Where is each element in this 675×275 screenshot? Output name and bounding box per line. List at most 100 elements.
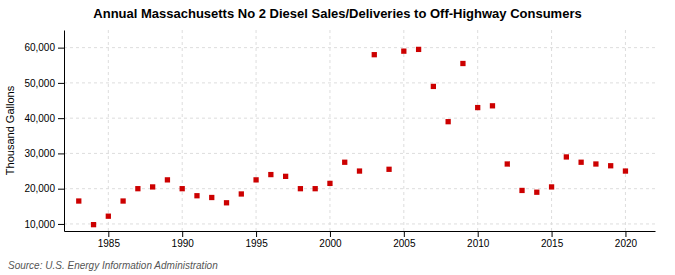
point: [268, 172, 273, 177]
point: [593, 161, 598, 166]
grid-line-x: [477, 30, 478, 231]
grid-line-x: [256, 30, 257, 231]
grid-line-y: [64, 47, 655, 48]
x-tick-label: 2010: [467, 238, 490, 249]
x-tick: 1990: [172, 231, 195, 249]
grid-line-x: [625, 30, 626, 231]
point: [209, 195, 214, 200]
point: [490, 103, 495, 108]
point: [298, 186, 303, 191]
x-tick-label: 1990: [172, 238, 195, 249]
x-tick-mark: [182, 231, 183, 237]
grid-line-x: [108, 30, 109, 231]
grid-line-y: [64, 118, 655, 119]
y-tick-label: 20,000: [24, 183, 55, 194]
x-tick-label: 1995: [245, 238, 268, 249]
point: [239, 191, 244, 196]
y-tick: 20,000: [24, 183, 64, 194]
grid-line-x: [182, 30, 183, 231]
y-tick-label: 50,000: [24, 78, 55, 89]
marks: [76, 47, 628, 228]
point: [534, 190, 539, 195]
x-tick-mark: [552, 231, 553, 237]
x-tick-label: 1985: [98, 238, 121, 249]
y-tick-mark: [58, 48, 64, 49]
x-tick: 2010: [467, 231, 490, 249]
y-tick-label: 40,000: [24, 113, 55, 124]
point: [475, 105, 480, 110]
x-tick: 2000: [319, 231, 342, 249]
y-tick: 50,000: [24, 78, 64, 89]
point: [194, 193, 199, 198]
source: Source: U.S. Energy Information Administ…: [8, 260, 218, 271]
point: [106, 214, 111, 219]
x-tick-mark: [404, 231, 405, 237]
point: [313, 186, 318, 191]
x-tick-label: 2020: [615, 238, 638, 249]
y-tick: 60,000: [24, 42, 64, 53]
point: [357, 168, 362, 173]
point: [135, 186, 140, 191]
x-tick-mark: [478, 231, 479, 237]
point: [386, 167, 391, 172]
y-tick-mark: [58, 189, 64, 190]
x-tick: 1995: [245, 231, 268, 249]
grid: [64, 30, 655, 231]
point: [372, 52, 377, 57]
y-tick-label: 30,000: [24, 148, 55, 159]
point: [431, 84, 436, 89]
point: [150, 184, 155, 189]
point: [165, 177, 170, 182]
x-axis: 1985 1990 1995 2000 2005 2010 2015 2020: [65, 231, 656, 249]
x-tick-mark: [108, 231, 109, 237]
y-tick: 30,000: [24, 148, 64, 159]
point: [623, 168, 628, 173]
x-axis-line: [65, 231, 656, 232]
chart: 1985 1990 1995 2000 2005 2010 2015 2020 10,000 20…: [0, 0, 675, 275]
y-tick: 40,000: [24, 113, 64, 124]
grid-line-y: [64, 223, 655, 224]
x-tick: 1985: [98, 231, 121, 249]
x-tick-label: 2000: [319, 238, 342, 249]
y-tick-mark: [58, 153, 64, 154]
x-tick-mark: [625, 231, 626, 237]
point: [283, 174, 288, 179]
point: [342, 160, 347, 165]
x-tick: 2005: [393, 231, 416, 249]
point: [76, 198, 81, 203]
point: [446, 119, 451, 124]
point: [401, 49, 406, 54]
point: [519, 188, 524, 193]
grid-line-x: [551, 30, 552, 231]
x-tick: 2015: [541, 231, 564, 249]
title: Annual Massachusetts No 2 Diesel Sales/D…: [93, 6, 581, 21]
y-tick-label: 10,000: [24, 219, 55, 230]
point: [120, 198, 125, 203]
x-tick-label: 2015: [541, 238, 564, 249]
point: [578, 160, 583, 165]
grid-line-y: [64, 153, 655, 154]
y-tick: 10,000: [24, 219, 64, 230]
plot: 1985 1990 1995 2000 2005 2010 2015 2020 10,000 20…: [24, 30, 655, 249]
x-tick: 2020: [615, 231, 638, 249]
point: [564, 154, 569, 159]
point: [549, 184, 554, 189]
x-tick-label: 2005: [393, 238, 416, 249]
y-tick-mark: [58, 83, 64, 84]
point: [180, 186, 185, 191]
y-tick-label: 60,000: [24, 42, 55, 53]
grid-line-y: [64, 82, 655, 83]
point: [327, 181, 332, 186]
point: [505, 161, 510, 166]
grid-line-x: [329, 30, 330, 231]
point: [460, 61, 465, 66]
y-tick-mark: [58, 224, 64, 225]
y-axis-title: Thousand Gallons: [4, 85, 16, 175]
point: [608, 163, 613, 168]
point: [416, 47, 421, 52]
y-tick-mark: [58, 118, 64, 119]
y-axis: 10,000 20,000 30,000 40,000 50,000 60,000: [24, 31, 64, 232]
point: [91, 222, 96, 227]
x-tick-mark: [256, 231, 257, 237]
point: [224, 200, 229, 205]
